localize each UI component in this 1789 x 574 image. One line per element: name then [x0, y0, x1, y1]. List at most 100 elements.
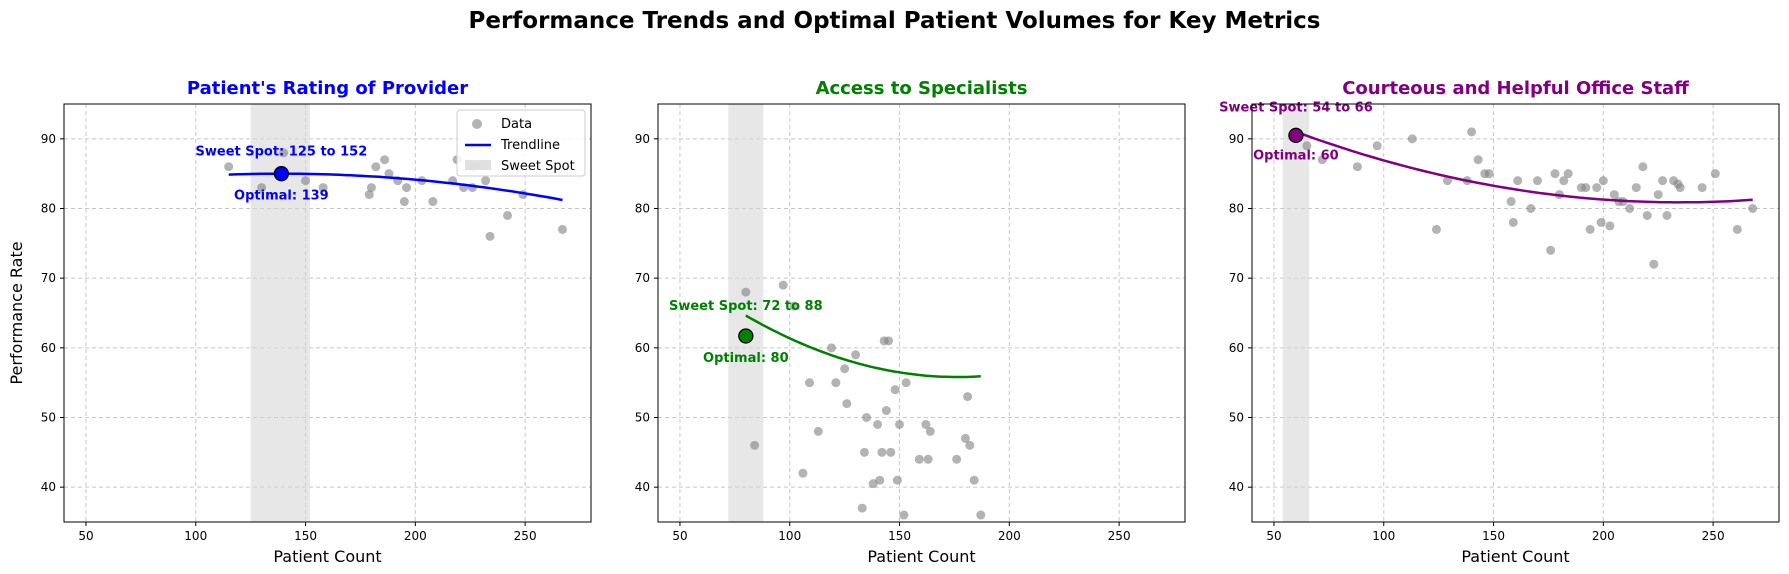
data-point[interactable] [384, 169, 394, 179]
data-point[interactable] [862, 413, 872, 422]
data-point[interactable] [1625, 204, 1635, 213]
data-point[interactable] [428, 197, 438, 207]
optimal-point[interactable] [273, 166, 290, 182]
data-point[interactable] [1559, 176, 1569, 186]
data-point[interactable] [366, 183, 376, 193]
data-point[interactable] [750, 440, 760, 450]
data-point[interactable] [840, 364, 850, 374]
data-point[interactable] [969, 475, 979, 485]
data-point[interactable] [899, 510, 909, 520]
data-point[interactable] [884, 336, 894, 346]
data-point[interactable] [886, 447, 896, 457]
data-point[interactable] [895, 419, 905, 429]
data-point[interactable] [1631, 183, 1641, 193]
data-point[interactable] [1710, 169, 1720, 179]
data-point[interactable] [380, 155, 390, 165]
data-point[interactable] [1585, 224, 1595, 234]
data-point[interactable] [923, 454, 933, 464]
data-point[interactable] [1372, 141, 1382, 151]
data-point[interactable] [1546, 245, 1556, 255]
data-point[interactable] [901, 378, 911, 388]
data-point[interactable] [1675, 183, 1685, 193]
data-point[interactable] [868, 479, 878, 489]
data-point[interactable] [318, 183, 328, 193]
data-point[interactable] [1732, 224, 1742, 234]
data-point[interactable] [813, 426, 823, 436]
data-point[interactable] [1662, 210, 1672, 220]
data-point[interactable] [481, 176, 491, 186]
data-point[interactable] [1598, 176, 1608, 186]
data-point[interactable] [279, 148, 289, 158]
plot-frame [63, 103, 592, 523]
data-point[interactable] [963, 392, 973, 402]
data-point[interactable] [1581, 183, 1591, 193]
data-point[interactable] [1550, 169, 1560, 179]
data-point[interactable] [1748, 204, 1758, 213]
data-point[interactable] [1467, 127, 1477, 137]
data-point[interactable] [301, 176, 311, 186]
data-point[interactable] [1596, 217, 1606, 227]
data-point[interactable] [805, 378, 815, 388]
data-point[interactable] [1302, 141, 1312, 151]
y-tick-label: 60 [1229, 341, 1244, 355]
data-point[interactable] [778, 280, 788, 290]
data-point[interactable] [1484, 169, 1494, 179]
data-point[interactable] [557, 224, 567, 234]
data-point[interactable] [1431, 224, 1441, 234]
data-point[interactable] [1532, 176, 1542, 186]
data-point[interactable] [503, 210, 513, 220]
data-point[interactable] [1605, 221, 1615, 231]
data-point[interactable] [1513, 176, 1523, 186]
data-point[interactable] [925, 426, 935, 436]
optimal-point[interactable] [738, 328, 754, 344]
data-point[interactable] [851, 350, 861, 360]
data-point[interactable] [881, 406, 891, 416]
data-point[interactable] [921, 419, 931, 429]
data-point[interactable] [965, 440, 975, 450]
data-point[interactable] [1473, 155, 1483, 165]
data-point[interactable] [892, 475, 902, 485]
data-point[interactable] [1317, 155, 1327, 165]
data-point[interactable] [873, 419, 883, 429]
data-point[interactable] [976, 510, 986, 520]
data-point[interactable] [1352, 162, 1362, 172]
data-point[interactable] [485, 231, 495, 241]
data-point[interactable] [1508, 217, 1518, 227]
data-point[interactable] [960, 433, 970, 443]
data-point[interactable] [826, 343, 836, 353]
data-point[interactable] [224, 162, 234, 172]
data-point[interactable] [877, 447, 887, 457]
data-point[interactable] [399, 197, 409, 207]
data-point[interactable] [831, 378, 841, 388]
data-point[interactable] [1642, 210, 1652, 220]
data-point[interactable] [1638, 162, 1648, 172]
data-point[interactable] [842, 399, 852, 409]
data-point[interactable] [1592, 183, 1602, 193]
data-point[interactable] [789, 301, 799, 311]
data-point[interactable] [952, 454, 962, 464]
data-point[interactable] [1442, 176, 1452, 186]
data-point[interactable] [1697, 183, 1707, 193]
data-point[interactable] [857, 503, 867, 513]
x-tick-label: 50 [78, 529, 93, 543]
data-point[interactable] [1653, 190, 1663, 200]
y-tick-label: 80 [1229, 202, 1244, 216]
data-point[interactable] [1563, 169, 1573, 179]
data-point[interactable] [1609, 190, 1619, 200]
data-point[interactable] [1649, 259, 1659, 269]
data-point[interactable] [257, 183, 267, 193]
data-point[interactable] [914, 454, 924, 464]
data-point[interactable] [1658, 176, 1668, 186]
data-point[interactable] [859, 447, 869, 457]
data-point[interactable] [371, 162, 381, 172]
data-point[interactable] [741, 287, 751, 297]
data-point[interactable] [1526, 204, 1536, 213]
data-point[interactable] [1506, 197, 1516, 207]
data-point[interactable] [798, 468, 808, 478]
data-point[interactable] [890, 385, 900, 395]
data-point[interactable] [402, 183, 412, 193]
data-point[interactable] [875, 475, 885, 485]
data-point[interactable] [364, 190, 374, 200]
data-point[interactable] [1407, 134, 1417, 144]
optimal-point[interactable] [1288, 127, 1304, 144]
